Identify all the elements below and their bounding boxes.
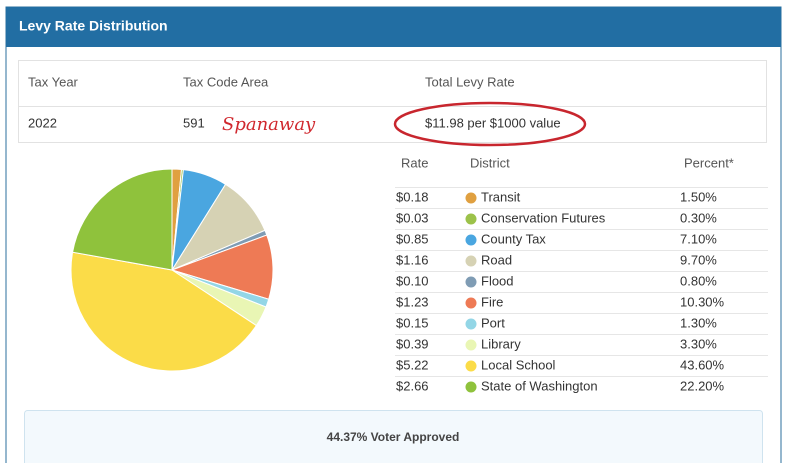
total-levy-rate: $11.98 per $1000 value — [425, 115, 561, 130]
tax-year: 2022 — [28, 115, 57, 130]
percent: 9.70% — [680, 252, 717, 267]
percent: 10.30% — [680, 294, 725, 309]
district: Road — [481, 252, 512, 267]
percent: 1.50% — [680, 189, 717, 204]
column-header: Percent* — [684, 155, 734, 170]
rate: $0.15 — [396, 315, 429, 330]
legend-dot — [465, 381, 477, 393]
column-header: Tax Year — [28, 74, 79, 89]
voter-approved: 44.37% Voter Approved — [327, 430, 460, 444]
district: Local School — [481, 357, 556, 372]
tax-code-area: 591 — [183, 115, 205, 130]
legend-dot — [465, 339, 477, 351]
legend-dot — [465, 213, 477, 225]
legend-dot — [465, 318, 477, 330]
column-header: District — [470, 155, 510, 170]
pie-slice — [70, 251, 258, 372]
panel-title: Levy Rate Distribution — [19, 18, 168, 34]
column-header: Total Levy Rate — [425, 74, 515, 89]
column-header: Rate — [401, 155, 428, 170]
district: State of Washington — [481, 378, 598, 393]
highlight-ellipse — [393, 101, 587, 147]
percent: 1.30% — [680, 315, 717, 330]
rate: $0.85 — [396, 231, 429, 246]
district: Flood — [481, 273, 514, 288]
rate: $0.03 — [396, 210, 429, 225]
rate: $0.39 — [396, 336, 429, 351]
legend-dot — [465, 255, 477, 267]
district: Fire — [481, 294, 503, 309]
rate: $1.23 — [396, 294, 429, 309]
pie-slice — [72, 168, 173, 271]
district: Conservation Futures — [481, 210, 606, 225]
district: Library — [481, 336, 521, 351]
district: Port — [481, 315, 505, 330]
legend-dot — [465, 276, 477, 288]
legend-dot — [465, 360, 477, 372]
rate: $5.22 — [396, 357, 429, 372]
legend-table: $0.18 Transit 1.50% $0.03 Conservation Futur… — [395, 187, 768, 393]
district: County Tax — [481, 231, 546, 246]
pie-chart — [70, 168, 274, 372]
summary-table — [18, 60, 767, 143]
legend-dot — [465, 297, 477, 309]
rate: $0.10 — [396, 273, 429, 288]
panel-header — [6, 7, 781, 47]
percent: 43.60% — [680, 357, 725, 372]
legend-dot — [465, 234, 477, 246]
percent: 7.10% — [680, 231, 717, 246]
voter-box — [24, 410, 763, 468]
district: Transit — [481, 189, 521, 204]
percent: 22.20% — [680, 378, 725, 393]
percent: 3.30% — [680, 336, 717, 351]
percent: 0.30% — [680, 210, 717, 225]
legend-dot — [465, 192, 477, 204]
percent: 0.80% — [680, 273, 717, 288]
column-header: Tax Code Area — [183, 74, 269, 89]
rate: $0.18 — [396, 189, 429, 204]
handwritten-note: Spanaway — [222, 114, 316, 135]
rate: $1.16 — [396, 252, 429, 267]
rate: $2.66 — [396, 378, 429, 393]
